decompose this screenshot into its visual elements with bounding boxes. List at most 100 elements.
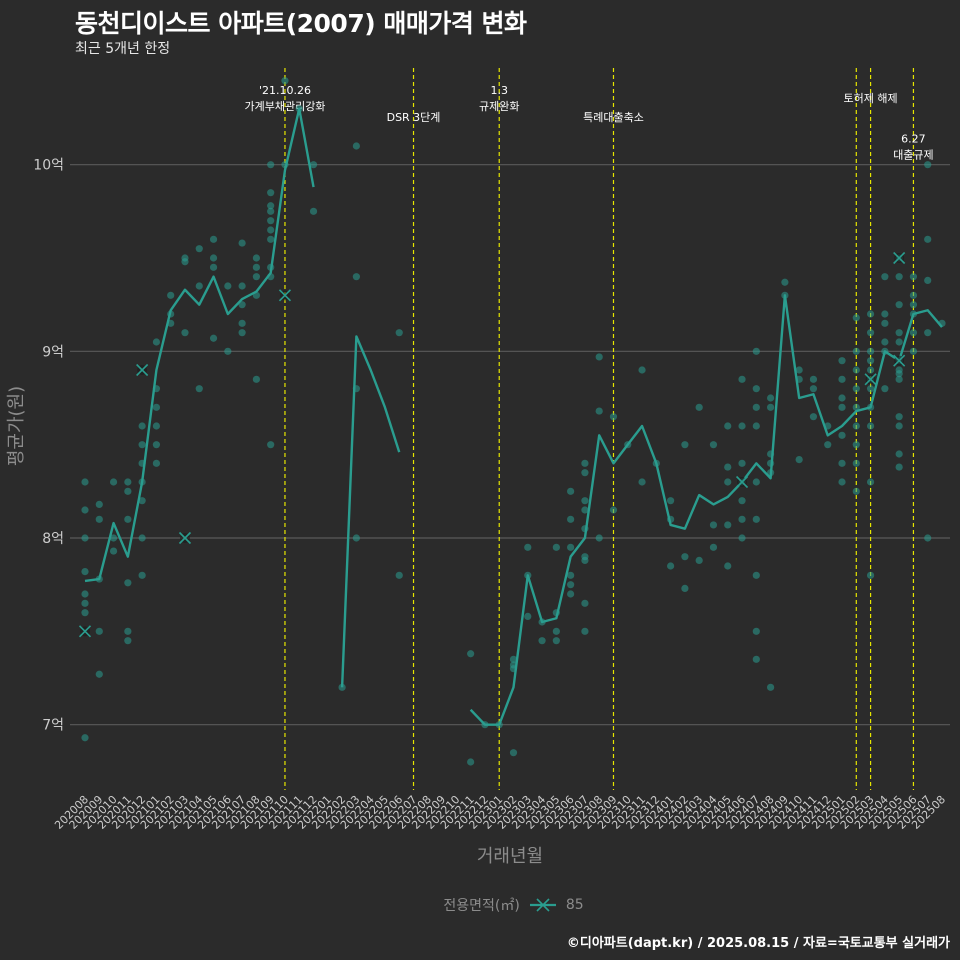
legend-title: 전용면적(㎡): [443, 898, 520, 914]
data-point: [609, 506, 618, 514]
data-point: [524, 543, 532, 551]
event-label: 1.3: [490, 84, 508, 97]
data-point: [567, 515, 575, 523]
x-marker-stroke: [278, 289, 292, 302]
data-point: [567, 571, 575, 579]
data-point: [838, 394, 846, 402]
data-point: [152, 422, 161, 430]
data-point: [138, 497, 146, 505]
data-point: [567, 487, 575, 495]
data-point: [595, 407, 603, 415]
data-point: [724, 463, 732, 471]
data-point: [809, 413, 818, 421]
data-point: [238, 329, 246, 337]
data-point: [238, 319, 246, 327]
data-point: [724, 562, 732, 570]
data-point: [881, 310, 889, 318]
data-point: [309, 161, 318, 169]
data-point: [852, 422, 860, 430]
data-point: [252, 375, 260, 383]
data-point: [152, 459, 161, 467]
data-point: [709, 521, 718, 529]
data-point: [567, 590, 575, 598]
data-point: [195, 385, 203, 393]
data-point: [209, 235, 218, 243]
data-point: [95, 670, 103, 678]
data-point: [852, 403, 860, 411]
data-point: [852, 314, 860, 322]
chart-subtitle: 최근 5개년 한정: [75, 41, 171, 57]
data-point: [252, 273, 260, 281]
event-label: 가계부채관리강화: [244, 100, 325, 113]
data-point: [895, 413, 903, 421]
data-point: [752, 347, 760, 355]
data-point: [681, 584, 689, 593]
data-point: [866, 357, 875, 365]
data-point: [638, 366, 646, 374]
x-marker-stroke: [178, 531, 192, 545]
data-point: [195, 245, 203, 253]
data-point: [852, 385, 860, 393]
data-point: [581, 506, 589, 514]
data-point: [667, 497, 675, 505]
event-label: 특례대출축소: [583, 111, 644, 124]
data-point: [695, 556, 703, 565]
data-point: [124, 487, 132, 495]
data-point: [252, 263, 260, 271]
data-point: [209, 263, 218, 271]
x-marker: [78, 625, 92, 638]
data-point: [638, 478, 646, 486]
event-label: DSR 3단계: [387, 111, 441, 124]
data-point: [738, 459, 746, 467]
data-point: [152, 338, 161, 346]
y-tick-label: 7억: [42, 718, 64, 734]
data-point: [752, 385, 760, 393]
y-tick-label: 8억: [42, 531, 64, 547]
data-point: [267, 202, 275, 210]
source-caption: ©디아파트(dapt.kr) / 2025.08.15 / 자료=국토교통부 실…: [566, 936, 950, 951]
data-point: [909, 291, 918, 299]
event-label: 규제완화: [479, 100, 519, 113]
series-line-85: [469, 294, 943, 726]
data-point: [909, 273, 918, 281]
data-point: [224, 347, 232, 355]
data-point: [95, 515, 103, 523]
data-point: [95, 500, 103, 508]
data-point: [581, 459, 589, 467]
legend: 전용면적(㎡) 85: [0, 895, 960, 915]
x-marker-stroke: [864, 373, 877, 386]
data-point: [895, 463, 903, 471]
data-point: [581, 599, 589, 607]
data-point: [724, 478, 732, 486]
data-point: [752, 403, 760, 411]
data-point: [267, 217, 275, 225]
x-marker-stroke: [78, 625, 92, 638]
data-point: [581, 497, 589, 505]
data-point: [352, 273, 360, 281]
data-point: [567, 581, 575, 589]
data-point: [124, 478, 132, 486]
data-point: [752, 422, 760, 430]
data-point: [309, 207, 318, 215]
x-marker: [735, 475, 749, 489]
data-point: [524, 612, 532, 621]
legend-symbol-icon: [529, 898, 556, 912]
data-point: [924, 276, 932, 284]
data-point: [852, 347, 860, 355]
data-point: [909, 329, 918, 337]
data-point: [866, 478, 875, 486]
data-point: [167, 291, 175, 299]
data-point: [709, 543, 718, 551]
data-point: [838, 431, 846, 439]
data-point: [538, 637, 546, 645]
data-point: [767, 403, 775, 411]
data-point: [395, 329, 403, 337]
data-point: [852, 366, 860, 374]
data-point: [895, 329, 903, 337]
legend-item-label: 85: [565, 897, 584, 913]
x-marker: [178, 531, 192, 545]
event-label: 대출규제: [893, 149, 933, 162]
x-axis-title: 거래년월: [477, 846, 543, 867]
data-point: [581, 556, 589, 565]
